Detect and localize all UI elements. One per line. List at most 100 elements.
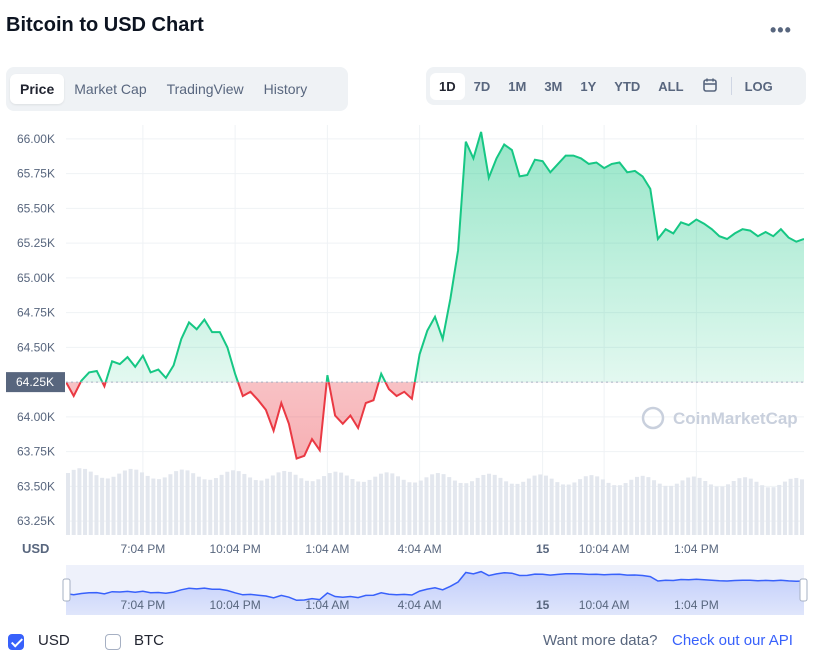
- more-options-button[interactable]: •••: [770, 20, 792, 40]
- volume-bar: [139, 472, 144, 535]
- volume-bar: [202, 479, 207, 535]
- volume-bar: [208, 479, 213, 535]
- range-7d[interactable]: 7D: [473, 78, 491, 94]
- volume-bar: [390, 473, 395, 535]
- volume-bar: [276, 472, 281, 535]
- volume-bar: [253, 480, 258, 535]
- volume-bar: [83, 468, 88, 535]
- log-scale-toggle[interactable]: LOG: [744, 78, 773, 94]
- volume-bar: [674, 483, 679, 535]
- range-ytd[interactable]: YTD: [614, 78, 641, 94]
- y-tick-label: 65.75K: [17, 167, 55, 181]
- volume-bar: [225, 471, 230, 535]
- btc-checkbox[interactable]: [105, 634, 121, 650]
- range-3m[interactable]: 3M: [544, 78, 563, 94]
- navigator-handle-right[interactable]: [799, 578, 808, 602]
- api-link[interactable]: Check out our API: [672, 632, 793, 649]
- volume-bar: [287, 471, 292, 535]
- volume-bar: [561, 484, 566, 535]
- volume-bar: [179, 469, 184, 535]
- volume-bar: [231, 470, 236, 535]
- volume-bar: [66, 473, 70, 535]
- volume-bar: [686, 477, 691, 535]
- range-1d[interactable]: 1D: [430, 72, 465, 100]
- volume-bar: [782, 481, 787, 535]
- tab-history[interactable]: History: [263, 81, 308, 97]
- volume-bar: [583, 476, 588, 535]
- volume-bar: [492, 474, 497, 535]
- volume-bar: [88, 471, 93, 535]
- range-navigator: 7:04 PM 10:04 PM 1:04 AM 4:04 AM 15 10:04 AM 1…: [62, 565, 808, 615]
- y-tick-label: 66.00K: [17, 132, 55, 146]
- volume-bar: [526, 478, 531, 535]
- usd-checkbox[interactable]: [8, 634, 24, 650]
- volume-bar: [111, 476, 116, 535]
- y-tick-label: 64.00K: [17, 410, 55, 424]
- range-all[interactable]: ALL: [658, 78, 684, 94]
- tab-market-cap[interactable]: Market Cap: [74, 81, 147, 97]
- x-tick-label: 10:04 PM: [209, 542, 260, 556]
- navigator-handle-left[interactable]: [62, 578, 71, 602]
- volume-bar: [367, 479, 372, 535]
- volume-bar: [578, 479, 583, 535]
- volume-bar: [589, 475, 594, 535]
- currency-label: USD: [22, 541, 49, 556]
- volume-bar: [657, 483, 662, 535]
- area-above: [66, 131, 804, 383]
- volume-bar: [600, 479, 605, 535]
- volume-bar: [697, 477, 702, 535]
- volume-bar: [333, 471, 338, 535]
- volume-bar: [327, 473, 332, 535]
- volume-bar: [373, 476, 378, 535]
- volume-bar: [788, 478, 793, 535]
- volume-bar: [743, 477, 748, 535]
- price-chart[interactable]: 63.25K 63.50K 63.75K 64.00K 64.50K 64.75K 65.0…: [0, 0, 815, 625]
- volume-bar: [680, 480, 685, 535]
- volume-bar: [748, 478, 753, 535]
- page-title: Bitcoin to USD Chart: [6, 14, 204, 36]
- volume-bar: [441, 474, 446, 535]
- y-tick-label: 65.50K: [17, 201, 55, 215]
- volume-bar: [543, 475, 548, 535]
- x-tick-label: 1:04 AM: [305, 542, 349, 556]
- volume-bar: [521, 481, 526, 535]
- volume-bar: [105, 478, 110, 535]
- calendar-icon[interactable]: [693, 71, 727, 102]
- navigator-tick-label: 7:04 PM: [121, 598, 166, 612]
- volume-bar: [350, 479, 355, 535]
- volume-bar: [265, 478, 270, 535]
- range-1y[interactable]: 1Y: [580, 78, 597, 94]
- navigator-tick-label: 15: [536, 598, 550, 612]
- volume-bar: [339, 472, 344, 535]
- volume-bar: [71, 469, 76, 535]
- navigator-tick-label: 10:04 PM: [209, 598, 260, 612]
- price-area: [66, 131, 804, 459]
- volume-bar: [424, 477, 429, 535]
- cmc-logo-icon: [641, 406, 665, 430]
- tab-tradingview[interactable]: TradingView: [166, 81, 244, 97]
- volume-bar: [157, 479, 162, 535]
- volume-bar: [532, 475, 537, 535]
- volume-bar: [737, 478, 742, 535]
- volume-bar: [720, 486, 725, 535]
- volume-bar: [145, 475, 150, 535]
- volume-bar: [447, 477, 452, 535]
- volume-bar: [760, 485, 765, 535]
- reference-tag-label: 64.25K: [16, 375, 54, 389]
- volume-bar: [270, 475, 275, 535]
- volume-bar: [765, 487, 770, 535]
- tab-price[interactable]: Price: [10, 74, 65, 104]
- volume-bar: [344, 475, 349, 535]
- volume-bar: [219, 474, 224, 535]
- volume-bar: [242, 473, 247, 535]
- volume-bar: [777, 484, 782, 535]
- volume-bar: [458, 482, 463, 535]
- volume-bar: [572, 482, 577, 535]
- y-tick-label: 63.75K: [17, 445, 55, 459]
- range-tabs: 1D 7D 1M 3M 1Y YTD ALL LOG: [426, 67, 806, 105]
- reference-price-tag: 64.25K: [6, 372, 65, 393]
- volume-bar: [549, 478, 554, 535]
- x-tick-label: 10:04 AM: [579, 542, 630, 556]
- range-1m[interactable]: 1M: [508, 78, 527, 94]
- volume-bar: [174, 471, 179, 535]
